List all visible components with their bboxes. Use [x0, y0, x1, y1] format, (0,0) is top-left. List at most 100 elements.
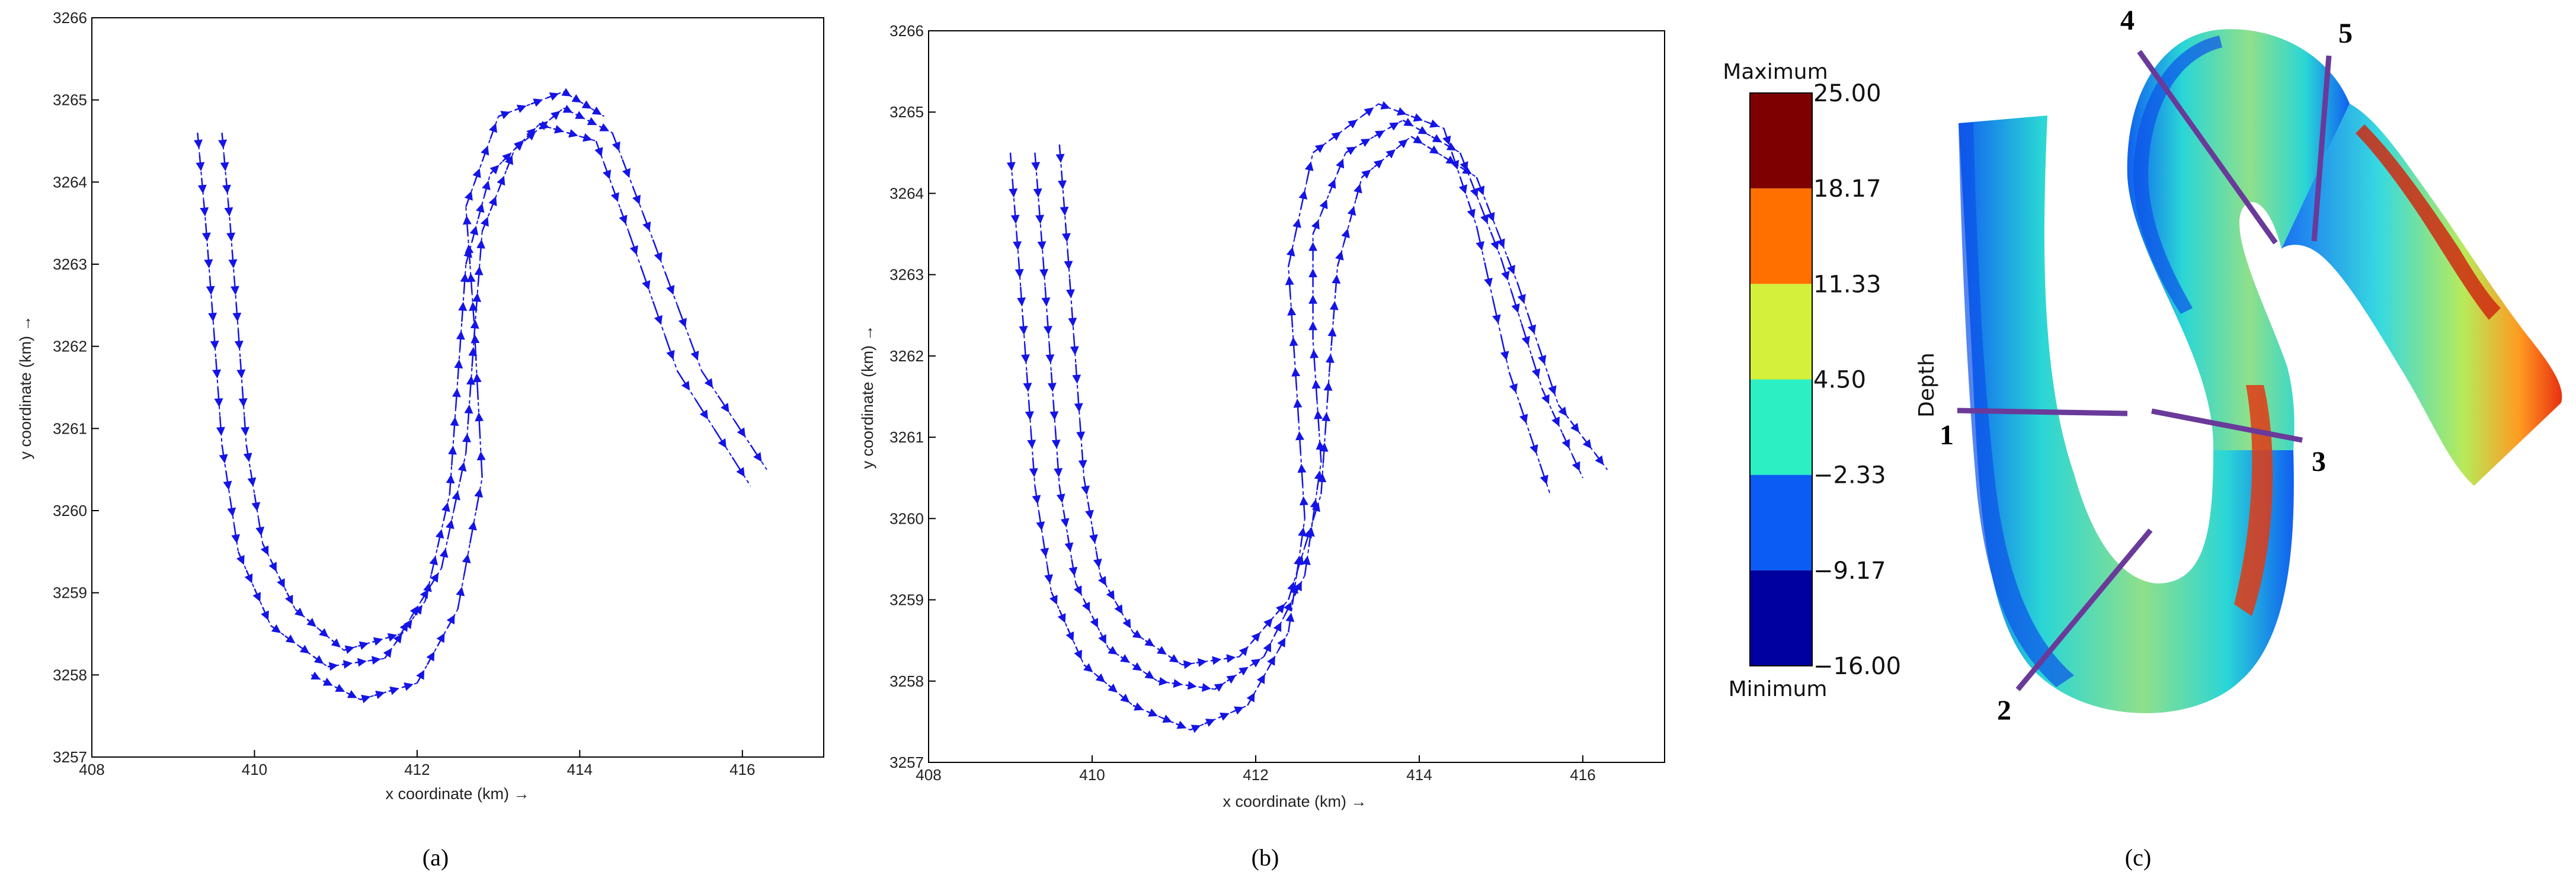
velocity-arrow — [1402, 118, 1414, 126]
y-tick-label: 3263 — [889, 266, 924, 284]
velocity-arrow — [327, 662, 338, 671]
velocity-arrow — [372, 637, 383, 646]
y-tick-label: 3258 — [53, 666, 87, 684]
velocity-arrow — [476, 451, 486, 478]
velocity-arrow — [1332, 274, 1341, 293]
velocity-arrow — [1286, 246, 1295, 267]
velocity-arrow — [294, 607, 305, 617]
velocity-arrow — [1029, 457, 1038, 477]
velocity-arrow — [713, 428, 727, 448]
streamline — [197, 124, 751, 668]
velocity-arrow — [1090, 615, 1098, 628]
velocity-arrow — [450, 416, 459, 437]
velocity-arrow — [468, 521, 477, 544]
y-tick-label: 3260 — [889, 509, 924, 527]
velocity-arrow — [1263, 618, 1273, 629]
colorbar-tick-label: −9.17 — [1813, 557, 1886, 585]
velocity-arrow — [1172, 679, 1183, 688]
colorbar-tick-label: 11.33 — [1813, 271, 1881, 298]
x-tick-label: 416 — [1570, 766, 1595, 784]
velocity-arrow — [460, 272, 469, 293]
velocity-arrow — [393, 633, 402, 645]
x-tick-label: 410 — [242, 761, 267, 778]
colorbar: Maximum Minimum 25.00 18.17 11.33 4.50 −2.33… — [1723, 60, 1901, 701]
velocity-arrow — [1361, 107, 1374, 117]
river-depth-map — [1959, 29, 2562, 713]
velocity-arrow — [1561, 432, 1570, 449]
velocity-arrow — [1450, 152, 1460, 170]
velocity-arrow — [388, 686, 399, 695]
velocity-arrow — [471, 334, 480, 361]
velocity-arrow — [1196, 658, 1207, 667]
velocity-arrow — [1045, 344, 1055, 364]
velocity-arrow — [1311, 379, 1321, 401]
velocity-arrow — [1303, 528, 1313, 547]
velocity-arrow — [311, 671, 321, 680]
river-bend-upper — [2281, 104, 2562, 486]
velocity-arrow — [1511, 290, 1520, 313]
velocity-arrow — [1065, 628, 1074, 642]
panel-caption: (c) — [2125, 844, 2151, 871]
velocity-arrow — [1073, 583, 1082, 595]
velocity-arrow — [360, 694, 371, 704]
velocity-arrow — [502, 152, 511, 162]
velocity-arrow — [261, 607, 269, 621]
depth-title: Depth — [1915, 352, 1939, 418]
velocity-arrow — [1074, 392, 1083, 412]
velocity-arrow — [1169, 654, 1179, 663]
velocity-arrow — [241, 416, 250, 437]
velocity-arrow — [435, 529, 444, 548]
velocity-arrow — [1347, 206, 1356, 222]
velocity-arrow — [1239, 666, 1249, 676]
velocity-arrow — [462, 215, 472, 236]
velocity-arrow — [429, 556, 439, 575]
velocity-arrow — [335, 684, 345, 692]
velocity-arrow — [1572, 455, 1580, 472]
velocity-arrow — [1442, 128, 1451, 146]
panel-a: 408 410 412 414 416 3257 3258 3259 3260 3261 3262… — [17, 9, 824, 871]
velocity-arrow — [1582, 437, 1592, 449]
velocity-arrow — [464, 404, 473, 425]
velocity-arrow — [1070, 335, 1079, 355]
velocity-arrow — [1285, 275, 1294, 297]
velocity-arrow — [1385, 149, 1396, 159]
velocity-arrow — [472, 168, 481, 185]
velocity-arrow — [1361, 169, 1371, 179]
velocity-arrow — [1311, 219, 1320, 235]
velocity-arrow — [1064, 534, 1074, 552]
velocity-arrow — [1120, 694, 1130, 703]
velocity-arrow — [1144, 670, 1155, 679]
velocity-arrow — [331, 638, 341, 648]
velocity-arrow — [1065, 278, 1075, 299]
x-tick-label: 414 — [1406, 766, 1432, 784]
velocity-arrow — [551, 111, 561, 120]
section-label: 5 — [2338, 18, 2353, 49]
velocity-arrow — [277, 576, 285, 588]
velocity-arrow — [370, 656, 381, 665]
y-tick-label: 3266 — [53, 9, 87, 27]
velocity-arrow — [214, 387, 223, 408]
velocity-arrow — [1064, 250, 1073, 270]
colorbar-frame — [1749, 92, 1813, 666]
velocity-arrow — [386, 633, 398, 642]
velocity-arrow — [462, 433, 472, 454]
velocity-arrow — [1323, 381, 1333, 403]
velocity-arrow — [1256, 674, 1265, 688]
velocity-arrow — [466, 376, 475, 396]
velocity-arrow — [268, 559, 277, 572]
velocity-arrow — [1204, 719, 1215, 727]
velocity-vectors — [1006, 101, 1608, 733]
velocity-arrow — [446, 520, 455, 540]
velocity-arrow — [581, 133, 593, 142]
velocity-arrow — [1327, 179, 1336, 194]
velocity-arrow — [1335, 251, 1344, 267]
velocity-arrow — [228, 249, 238, 269]
velocity-arrow — [220, 155, 229, 172]
velocity-arrow — [446, 474, 455, 495]
velocity-arrow — [1345, 119, 1358, 129]
velocity-arrow — [1336, 158, 1345, 174]
x-tick-label: 408 — [916, 766, 941, 784]
velocity-arrow — [1200, 683, 1211, 692]
velocity-arrow — [619, 208, 628, 225]
velocity-arrow — [244, 570, 253, 583]
